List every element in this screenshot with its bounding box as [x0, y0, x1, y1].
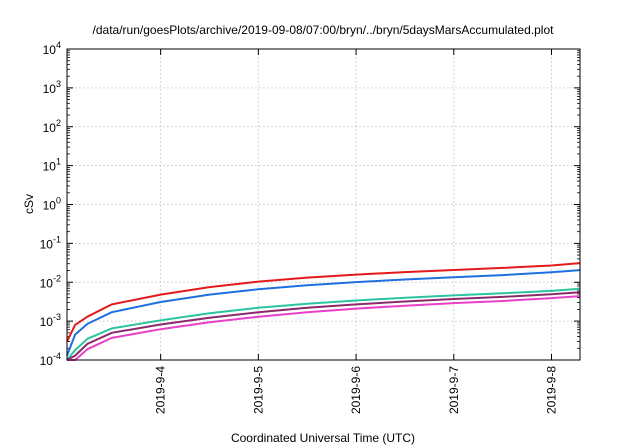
- y-tick-label: 10-3: [40, 312, 61, 329]
- grid: [67, 48, 580, 361]
- y-tick-label: 10-4: [40, 351, 61, 368]
- x-tick-label: 2019-9-7: [447, 366, 461, 414]
- y-tick-label: 10-1: [40, 234, 61, 251]
- y-tick-labels: 10-4 10-3 10-2 10-1 100 101 102 103 104: [40, 40, 61, 368]
- x-tick-label: 2019-9-8: [545, 366, 559, 414]
- series-line-4: [66, 291, 581, 361]
- x-axis-label: Coordinated Universal Time (UTC): [231, 431, 415, 445]
- y-tick-label: 104: [43, 40, 61, 57]
- y-tick-label: 102: [43, 118, 61, 135]
- x-tick-label: 2019-9-5: [251, 366, 265, 414]
- y-axis-label: cSv: [22, 194, 36, 214]
- series-line-3: [66, 287, 581, 361]
- chart-title: /data/run/goesPlots/archive/2019-09-08/0…: [93, 23, 555, 37]
- x-tick-label: 2019-9-4: [154, 366, 168, 414]
- series-line-2: [66, 269, 581, 356]
- x-tick-label: 2019-9-6: [349, 366, 363, 414]
- series-lines: [66, 262, 581, 361]
- y-tick-label: 101: [43, 157, 61, 174]
- y-tick-label: 10-2: [40, 273, 61, 290]
- y-tick-label: 103: [43, 79, 61, 96]
- series-line-1: [66, 262, 581, 342]
- y-tick-label: 100: [43, 196, 61, 213]
- x-tick-labels: 2019-9-4 2019-9-5 2019-9-6 2019-9-7 2019-9-8: [154, 366, 559, 414]
- plot-frame: [66, 48, 581, 361]
- series-line-5: [67, 295, 581, 361]
